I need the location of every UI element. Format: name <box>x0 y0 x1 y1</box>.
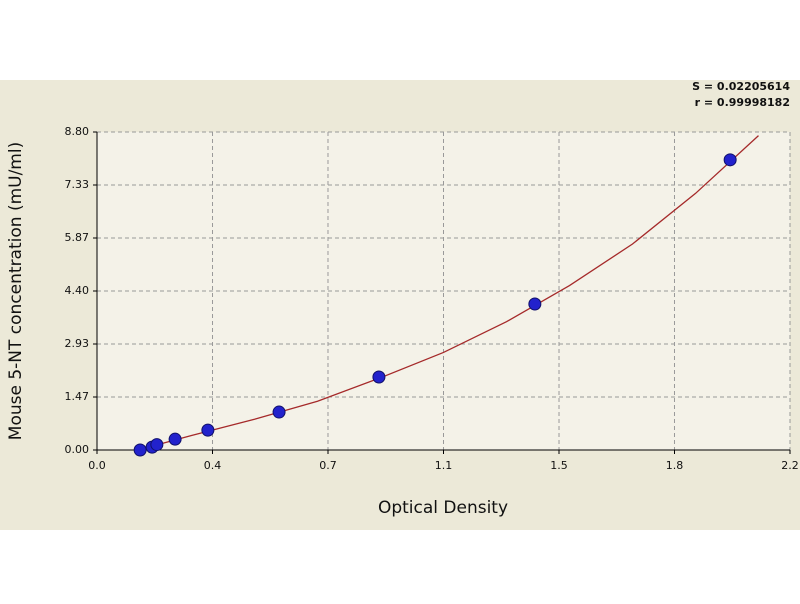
x-tick-label: 0.4 <box>204 459 222 472</box>
x-tick-label: 0.7 <box>319 459 337 472</box>
x-tick-label: 1.5 <box>550 459 568 472</box>
y-tick-label: 8.80 <box>65 125 90 138</box>
data-point <box>168 432 182 446</box>
data-point <box>201 423 215 437</box>
data-point <box>150 438 164 452</box>
data-point <box>372 370 386 384</box>
y-tick-label: 0.00 <box>65 443 90 456</box>
x-tick-label: 1.1 <box>435 459 453 472</box>
annotation: S = 0.02205614 <box>692 80 790 93</box>
y-tick-label: 5.87 <box>65 231 90 244</box>
y-tick-label: 1.47 <box>65 390 90 403</box>
y-tick-label: 7.33 <box>65 178 90 191</box>
x-axis-title: Optical Density <box>378 498 508 518</box>
y-axis-title: Mouse 5-NT concentration (mU/ml) <box>6 142 26 440</box>
x-tick-label: 0.0 <box>88 459 106 472</box>
y-tick-label: 2.93 <box>65 337 90 350</box>
data-point <box>133 443 147 457</box>
x-tick-label: 2.2 <box>781 459 799 472</box>
data-point <box>528 297 542 311</box>
data-point <box>272 405 286 419</box>
data-point <box>723 153 737 167</box>
annotation: r = 0.99998182 <box>695 96 790 109</box>
fit-curve <box>137 135 759 450</box>
y-tick-label: 4.40 <box>65 284 90 297</box>
x-tick-label: 1.8 <box>666 459 684 472</box>
